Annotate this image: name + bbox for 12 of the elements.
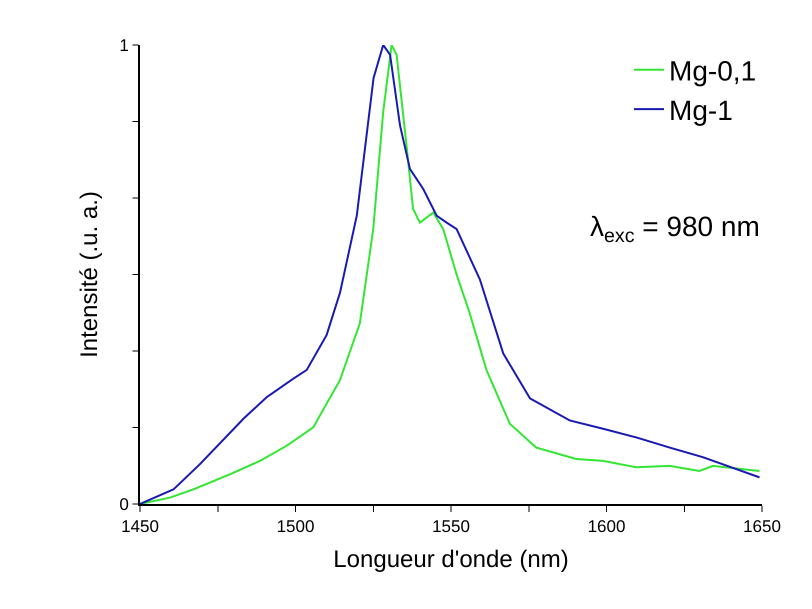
- x-axis-title: Longueur d'onde (nm): [333, 546, 569, 573]
- x-tick-label: 1450: [121, 517, 159, 536]
- y-axis-title: Intensité (.u. a.): [76, 191, 103, 358]
- legend-label: Mg-1: [669, 95, 733, 126]
- legend-label: Mg-0,1: [669, 56, 756, 87]
- x-tick-label: 1650: [743, 517, 781, 536]
- x-tick-label: 1550: [432, 517, 470, 536]
- y-tick-label: 1: [119, 36, 129, 55]
- annotation: λ$_{exc}$ = 980 nm: [590, 211, 760, 247]
- x-tick-label: 1500: [276, 517, 314, 536]
- y-tick-label: 0: [119, 494, 129, 514]
- x-tick-label: 1600: [588, 517, 626, 536]
